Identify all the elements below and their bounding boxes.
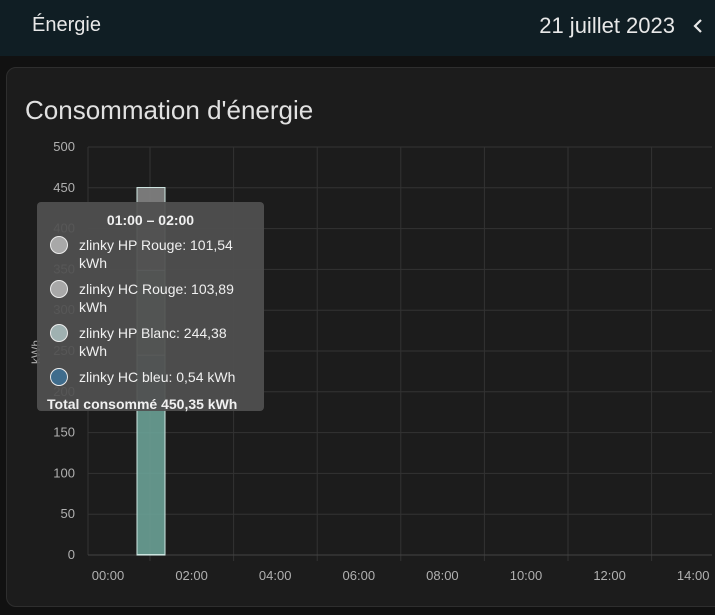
app-title: Énergie (32, 14, 101, 36)
tooltip-row: zlinky HP Blanc: 244,38 kWh (47, 324, 254, 360)
tooltip-title: 01:00 – 02:00 (106, 212, 195, 228)
x-tick-label: 06:00 (343, 568, 376, 583)
y-tick-label: 50 (61, 506, 75, 521)
x-tick-label: 00:00 (92, 568, 125, 583)
y-tick-label: 150 (53, 425, 75, 440)
y-tick-label: 450 (53, 180, 75, 195)
tooltip-row: zlinky HC Rouge: 103,89 kWh (47, 280, 254, 316)
y-tick-label: 0 (68, 547, 75, 562)
x-tick-label: 14:00 (677, 568, 710, 583)
tooltip-row-label: zlinky HC bleu: 0,54 kWh (79, 369, 236, 385)
tooltip-row: zlinky HC bleu: 0,54 kWh (47, 368, 254, 386)
card-title: Consommation d'énergie (25, 95, 314, 125)
date-label[interactable]: 21 juillet 2023 (539, 13, 675, 38)
y-tick-label: 500 (53, 139, 75, 154)
series-swatch-icon (50, 280, 68, 298)
chart-tooltip: 01:00 – 02:00 zlinky HP Rouge: 101,54 kW… (37, 202, 264, 412)
x-tick-label: 10:00 (510, 568, 543, 583)
tooltip-row: zlinky HP Rouge: 101,54 kWh (47, 236, 254, 272)
x-tick-label: 08:00 (426, 568, 459, 583)
top-bar: Énergie 21 juillet 2023 (0, 0, 715, 56)
series-swatch-icon (50, 324, 68, 342)
tooltip-row-label: zlinky HC Rouge: 103,89 kWh (79, 281, 234, 315)
tooltip-row-label: zlinky HP Rouge: 101,54 kWh (79, 237, 233, 271)
series-swatch-icon (50, 236, 68, 254)
previous-date-button[interactable] (683, 10, 713, 42)
series-swatch-icon (50, 368, 68, 386)
tooltip-total: Total consommé 450,35 kWh (47, 396, 238, 412)
x-tick-label: 02:00 (175, 568, 208, 583)
y-tick-label: 100 (53, 465, 75, 480)
tooltip-row-label: zlinky HP Blanc: 244,38 kWh (79, 325, 227, 359)
x-tick-label: 04:00 (259, 568, 292, 583)
x-tick-label: 12:00 (593, 568, 626, 583)
chevron-left-icon (693, 19, 702, 33)
